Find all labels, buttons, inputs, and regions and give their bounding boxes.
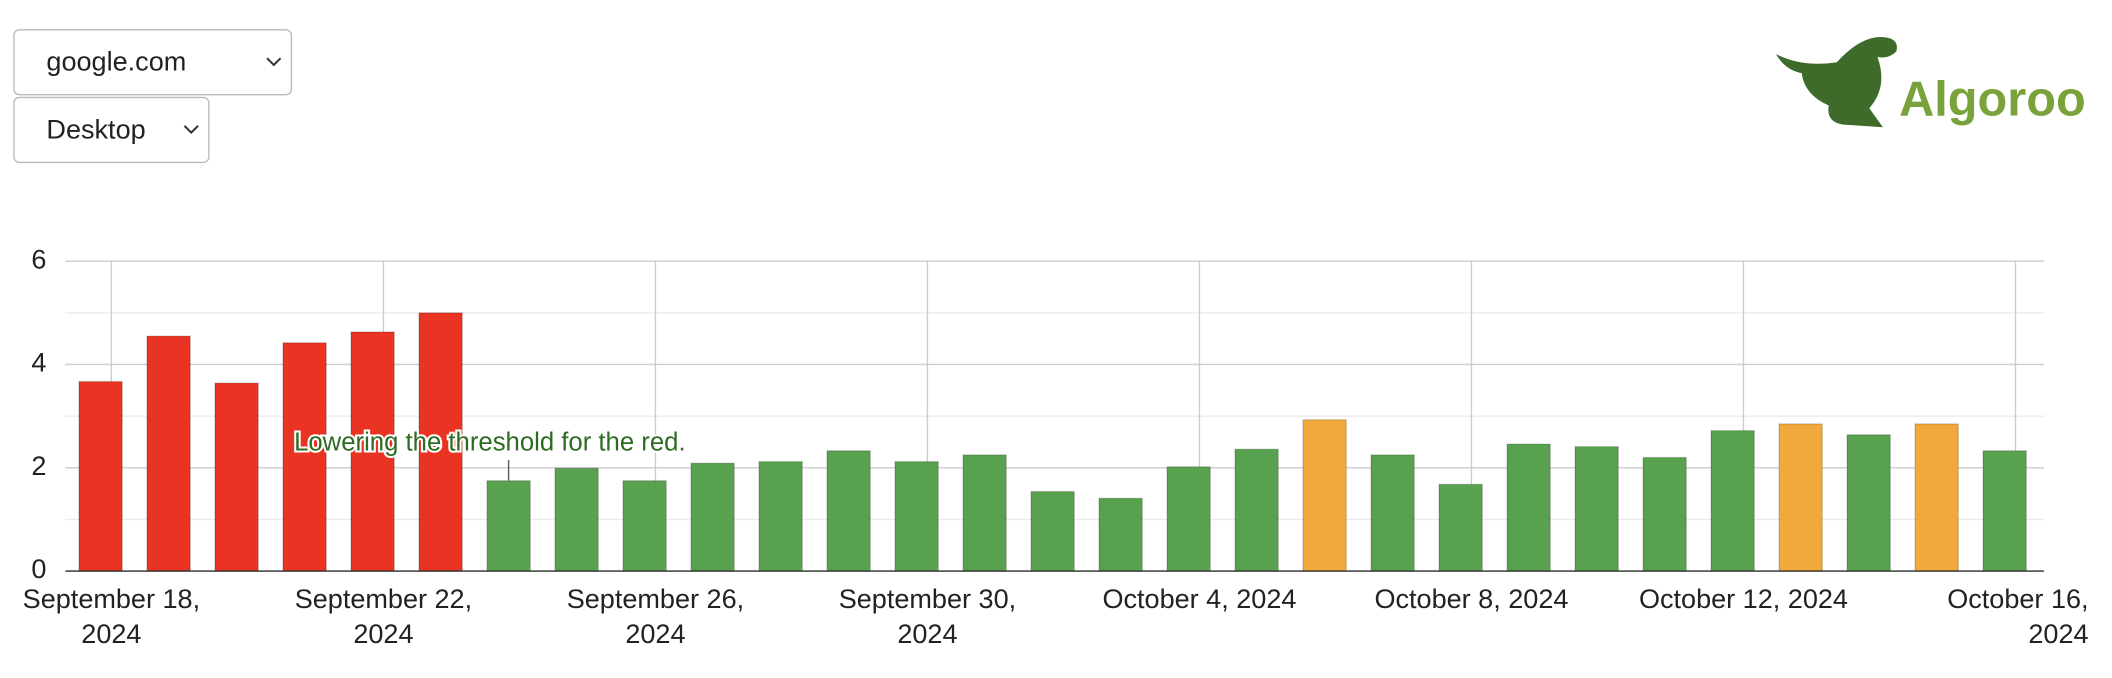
x-tick-label: October 8, 2024 xyxy=(1374,584,1568,614)
bar xyxy=(1914,423,1959,572)
annotation: Lowering the threshold for the red. xyxy=(294,429,686,457)
bar xyxy=(1370,454,1415,572)
bar xyxy=(690,462,735,572)
x-tick-label: September 30, xyxy=(839,584,1016,614)
bar xyxy=(1710,429,1755,572)
bar xyxy=(214,382,259,572)
y-tick-label: 2 xyxy=(31,451,46,481)
x-tick-label: 2024 xyxy=(625,619,685,649)
kangaroo xyxy=(1775,37,1897,128)
bar xyxy=(486,480,531,572)
bar xyxy=(1166,466,1211,572)
bar xyxy=(1438,483,1483,572)
select-box[interactable] xyxy=(13,96,210,164)
bar xyxy=(78,380,123,572)
select-text[interactable]: Desktop xyxy=(46,114,145,144)
bar xyxy=(1574,445,1619,572)
x-tick-label: September 18, xyxy=(23,584,200,614)
chevron xyxy=(266,57,282,67)
bar xyxy=(1642,456,1687,572)
chevron xyxy=(183,125,199,135)
device-select[interactable]: Desktop xyxy=(13,96,210,164)
bar xyxy=(1030,490,1075,572)
bar xyxy=(418,312,463,572)
bar xyxy=(1982,450,2027,572)
bar xyxy=(1778,423,1823,572)
select-box[interactable] xyxy=(13,29,293,96)
site-select[interactable]: google.com xyxy=(13,29,293,96)
bar xyxy=(146,335,191,572)
y-tick-label: 6 xyxy=(31,244,46,274)
bar xyxy=(1234,448,1279,572)
logo: Algoroo xyxy=(1775,37,2086,128)
x-tick-label: October 4, 2024 xyxy=(1102,584,1296,614)
x-tick-label: 2024 xyxy=(81,619,141,649)
y-tick-label: 0 xyxy=(31,554,46,584)
select-text[interactable]: google.com xyxy=(46,47,186,77)
bar xyxy=(1506,443,1551,572)
bar xyxy=(1302,419,1347,572)
bar xyxy=(1098,497,1143,572)
y-tick-label: 4 xyxy=(31,348,46,378)
bar xyxy=(554,467,599,572)
bar xyxy=(894,460,939,572)
x-tick-label: September 22, xyxy=(295,584,472,614)
logo-text: Algoroo xyxy=(1899,73,2086,127)
bar xyxy=(826,450,871,572)
x-tick-label: October 12, 2024 xyxy=(1639,584,1848,614)
bar xyxy=(282,342,327,572)
bar xyxy=(758,460,803,572)
bar xyxy=(622,480,667,572)
plot: September 18, 2024 September 22, 2024 Septem… xyxy=(23,244,2089,649)
x-tick-label: 2024 xyxy=(897,619,957,649)
x-tick-label: September 26, xyxy=(567,584,744,614)
bar xyxy=(1846,434,1891,572)
x-tick-label: 2024 xyxy=(353,619,413,649)
x-tick-label: October 16, xyxy=(1947,584,2088,614)
bar xyxy=(350,331,395,572)
bar xyxy=(962,454,1007,572)
x-tick-label: 2024 xyxy=(2028,619,2088,649)
